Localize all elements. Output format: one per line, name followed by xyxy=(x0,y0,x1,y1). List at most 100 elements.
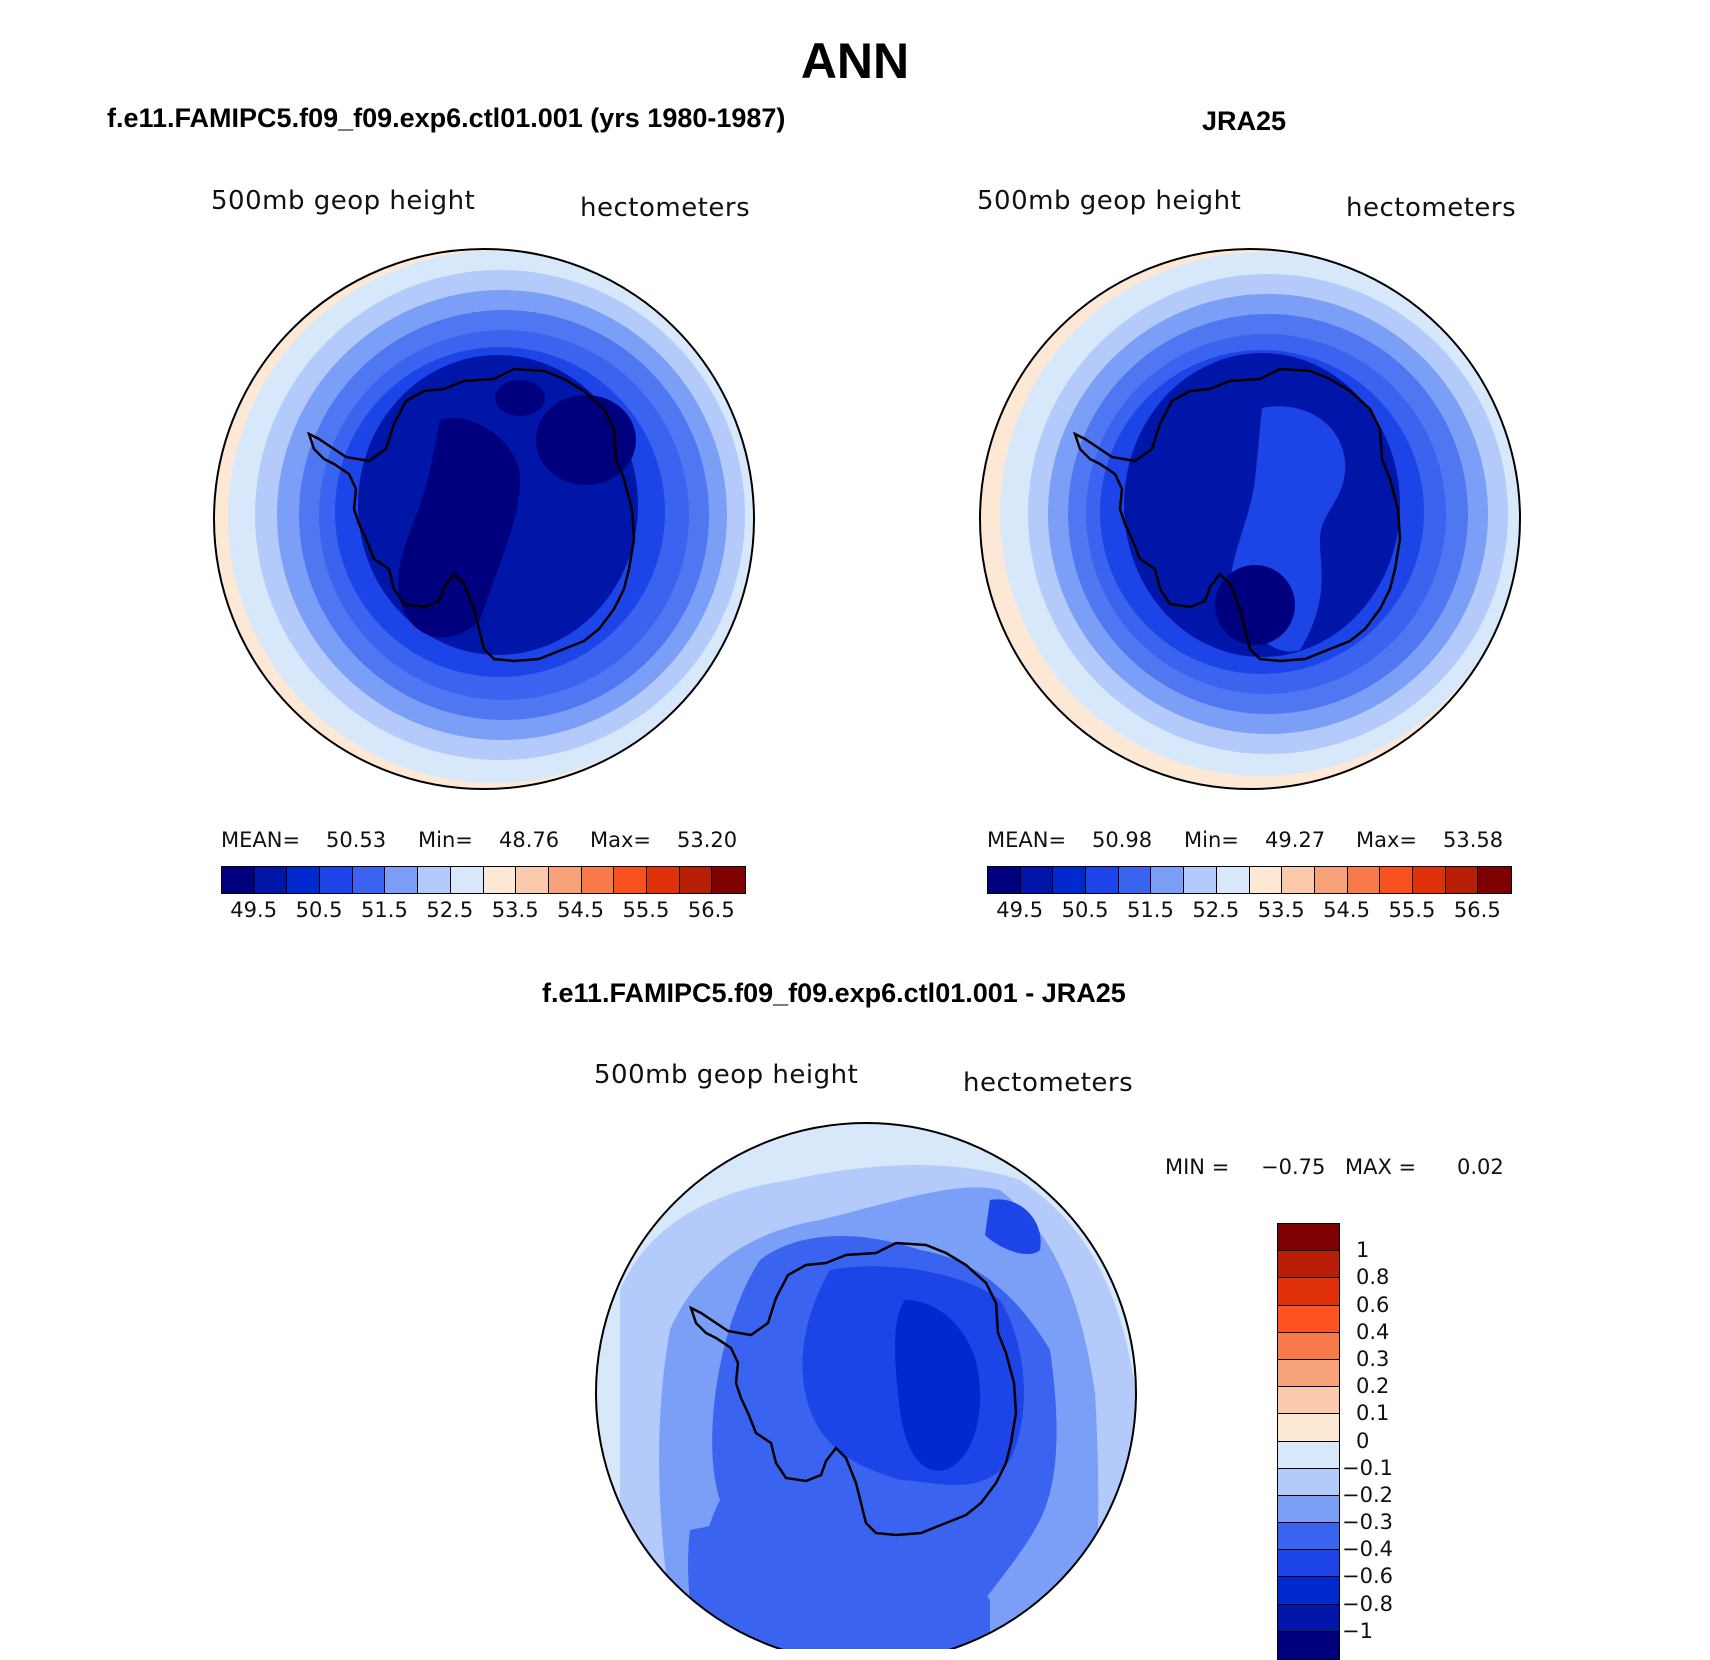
colorbar-tick-label: −0.1 xyxy=(1342,1455,1393,1480)
colorbar-tick-label: −0.4 xyxy=(1342,1537,1393,1562)
colorbar-tick-label: −0.6 xyxy=(1342,1564,1393,1589)
colorbar-segment xyxy=(1278,1577,1339,1605)
figure-title: ANN xyxy=(800,33,910,89)
colorbar-segment xyxy=(1278,1414,1339,1442)
colorbar-tick-label: 56.5 xyxy=(1453,898,1501,922)
colorbar-segment xyxy=(1118,867,1152,893)
colorbar-segment xyxy=(222,867,255,893)
colorbar-tick-label: 53.5 xyxy=(491,898,539,922)
colorbar-segment xyxy=(418,867,451,893)
colorbar-segment xyxy=(1445,867,1479,893)
colorbar-segment xyxy=(1314,867,1348,893)
panel-2-colorbar xyxy=(987,866,1512,894)
colorbar-segment xyxy=(1278,1441,1339,1469)
colorbar-segment xyxy=(614,867,647,893)
panel-3-max-label: MAX = xyxy=(1345,1155,1417,1179)
colorbar-tick-label: 52.5 xyxy=(426,898,474,922)
panel-2-mean-label: MEAN= xyxy=(987,828,1067,852)
colorbar-tick-label: 50.5 xyxy=(1061,898,1109,922)
colorbar-segment xyxy=(1151,867,1185,893)
colorbar-segment xyxy=(385,867,419,893)
colorbar-segment xyxy=(1184,867,1217,893)
colorbar-segment xyxy=(646,867,680,893)
colorbar-tick-label: 49.5 xyxy=(230,898,278,922)
panel-2-title: JRA25 xyxy=(1202,106,1287,136)
colorbar-segment xyxy=(1412,867,1446,893)
colorbar-segment xyxy=(450,867,484,893)
colorbar-tick-label: 55.5 xyxy=(622,898,670,922)
colorbar-tick-label: 54.5 xyxy=(1323,898,1370,922)
panel-1-colorbar xyxy=(221,866,746,894)
colorbar-segment xyxy=(1282,867,1315,893)
colorbar-tick-label: 0.1 xyxy=(1356,1401,1390,1426)
colorbar-tick-label: 0.2 xyxy=(1356,1374,1390,1399)
colorbar-tick-label: −0.2 xyxy=(1342,1482,1393,1507)
colorbar-tick-label: 0.4 xyxy=(1356,1319,1390,1344)
panel-3-colorbar xyxy=(1277,1223,1340,1660)
panel-3-variable: 500mb geop height xyxy=(594,1060,859,1090)
panel-2-variable: 500mb geop height xyxy=(977,186,1242,216)
panel-1-variable: 500mb geop height xyxy=(211,186,476,216)
colorbar-segment xyxy=(679,867,713,893)
colorbar-tick-label: −0.8 xyxy=(1342,1591,1393,1616)
colorbar-tick-label: 51.5 xyxy=(361,898,408,922)
colorbar-tick-label: 54.5 xyxy=(557,898,604,922)
colorbar-segment xyxy=(1278,1359,1339,1388)
colorbar-segment xyxy=(483,867,517,893)
panel-1-title: f.e11.FAMIPC5.f09_f09.exp6.ctl01.001 (yr… xyxy=(107,103,786,133)
colorbar-segment xyxy=(1278,1604,1339,1632)
colorbar-segment xyxy=(1249,867,1283,893)
colorbar-tick-label: 49.5 xyxy=(996,898,1044,922)
panel-3-max: 0.02 xyxy=(1457,1155,1504,1179)
colorbar-segment xyxy=(352,867,386,893)
colorbar-tick-label: −1 xyxy=(1342,1618,1373,1643)
colorbar-tick-label: 0.6 xyxy=(1356,1292,1390,1317)
colorbar-segment xyxy=(1278,1631,1339,1659)
panel-1-max-label: Max= xyxy=(590,828,652,852)
colorbar-segment xyxy=(1278,1305,1339,1333)
colorbar-segment xyxy=(1380,867,1413,893)
panel-1-mean-label: MEAN= xyxy=(221,828,301,852)
colorbar-segment xyxy=(1278,1251,1339,1279)
colorbar-tick-label: 0.8 xyxy=(1356,1265,1390,1290)
panel-2-mean: 50.98 xyxy=(1092,828,1153,852)
panel-1-min-label: Min= xyxy=(418,828,473,852)
colorbar-tick-label: 0 xyxy=(1356,1428,1370,1453)
colorbar-segment xyxy=(1278,1387,1339,1415)
panel-3-units: hectometers xyxy=(963,1068,1134,1098)
colorbar-segment xyxy=(287,867,321,893)
panel-3-title: f.e11.FAMIPC5.f09_f09.exp6.ctl01.001 - J… xyxy=(542,978,1126,1008)
colorbar-segment xyxy=(1278,1523,1339,1551)
panel-2-min-label: Min= xyxy=(1184,828,1239,852)
panel-3-min: −0.75 xyxy=(1261,1155,1326,1179)
panel-2-min: 49.27 xyxy=(1265,828,1326,852)
colorbar-segment xyxy=(1278,1224,1339,1252)
colorbar-tick-label: 55.5 xyxy=(1388,898,1436,922)
colorbar-tick-label: 51.5 xyxy=(1127,898,1174,922)
colorbar-tick-label: 53.5 xyxy=(1257,898,1305,922)
colorbar-segment xyxy=(712,867,745,893)
panel-1-min: 48.76 xyxy=(499,828,560,852)
colorbar-segment xyxy=(516,867,549,893)
colorbar-tick-label: 52.5 xyxy=(1192,898,1240,922)
colorbar-segment xyxy=(1278,1332,1339,1360)
colorbar-segment xyxy=(1053,867,1087,893)
colorbar-segment xyxy=(254,867,288,893)
colorbar-segment xyxy=(1347,867,1381,893)
colorbar-segment xyxy=(1020,867,1054,893)
panel-2-max-label: Max= xyxy=(1356,828,1418,852)
colorbar-segment xyxy=(1216,867,1250,893)
colorbar-segment xyxy=(320,867,353,893)
colorbar-tick-label: −0.3 xyxy=(1342,1510,1393,1535)
colorbar-segment xyxy=(1278,1278,1339,1306)
colorbar-tick-label: 1 xyxy=(1356,1238,1370,1263)
colorbar-segment xyxy=(988,867,1021,893)
panel-2-map xyxy=(980,249,1520,789)
colorbar-tick-label: 50.5 xyxy=(295,898,343,922)
colorbar-segment xyxy=(1478,867,1511,893)
colorbar-segment xyxy=(1278,1468,1339,1496)
panel-1-mean: 50.53 xyxy=(326,828,387,852)
colorbar-tick-label: 0.3 xyxy=(1356,1346,1390,1371)
colorbar-segment xyxy=(548,867,582,893)
